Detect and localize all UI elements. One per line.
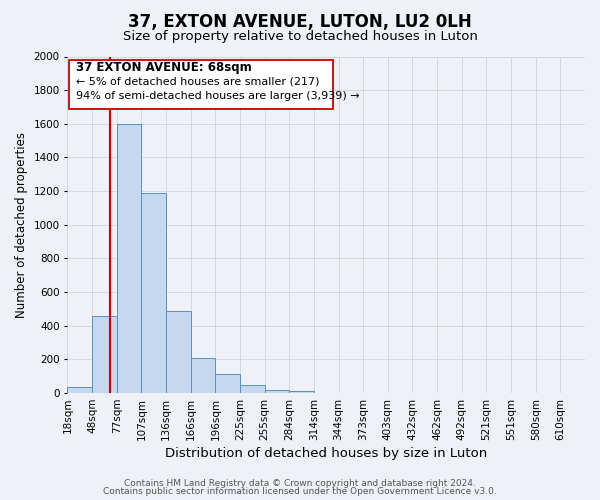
- Bar: [166, 310, 191, 393]
- Text: 37, EXTON AVENUE, LUTON, LU2 0LH: 37, EXTON AVENUE, LUTON, LU2 0LH: [128, 12, 472, 30]
- Text: Size of property relative to detached houses in Luton: Size of property relative to detached ho…: [122, 30, 478, 43]
- Bar: [92, 316, 117, 393]
- Text: ← 5% of detached houses are smaller (217): ← 5% of detached houses are smaller (217…: [76, 76, 319, 86]
- Bar: [191, 358, 215, 393]
- Bar: [67, 387, 92, 393]
- Bar: [215, 374, 240, 393]
- Y-axis label: Number of detached properties: Number of detached properties: [15, 132, 28, 318]
- Bar: [240, 386, 265, 393]
- Text: Contains HM Land Registry data © Crown copyright and database right 2024.: Contains HM Land Registry data © Crown c…: [124, 479, 476, 488]
- Text: 94% of semi-detached houses are larger (3,939) →: 94% of semi-detached houses are larger (…: [76, 90, 359, 101]
- X-axis label: Distribution of detached houses by size in Luton: Distribution of detached houses by size …: [165, 447, 487, 460]
- Bar: [117, 124, 142, 393]
- Bar: [289, 392, 314, 393]
- Text: 37 EXTON AVENUE: 68sqm: 37 EXTON AVENUE: 68sqm: [76, 61, 251, 74]
- Bar: [265, 390, 289, 393]
- Text: Contains public sector information licensed under the Open Government Licence v3: Contains public sector information licen…: [103, 486, 497, 496]
- FancyBboxPatch shape: [69, 60, 332, 108]
- Bar: [142, 193, 166, 393]
